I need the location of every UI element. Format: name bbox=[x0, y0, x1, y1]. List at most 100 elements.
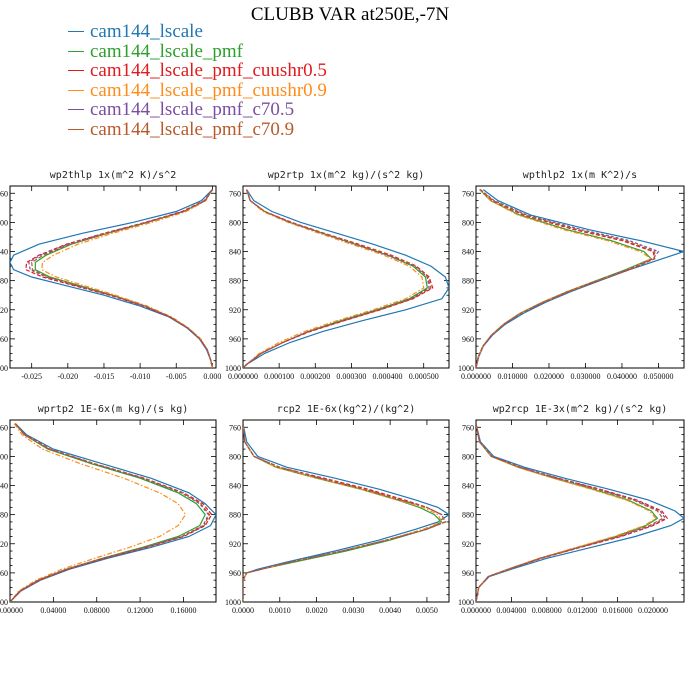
y-tick-label: 800 bbox=[0, 218, 8, 227]
legend-label: cam144_lscale_pmf_cuushr0.9 bbox=[90, 79, 327, 101]
x-tick-label: 0.050000 bbox=[643, 372, 673, 381]
y-tick-label: 840 bbox=[462, 482, 474, 491]
x-tick-label: 0.0000 bbox=[232, 606, 254, 615]
y-tick-label: 800 bbox=[462, 452, 474, 461]
series-line bbox=[243, 189, 434, 368]
y-tick-label: 880 bbox=[0, 511, 8, 520]
legend-swatch bbox=[68, 70, 84, 72]
y-tick-label: 880 bbox=[229, 511, 241, 520]
panel-title: wp2rcp 1E-3x(m^2 kg)/(s^2 kg) bbox=[493, 404, 668, 415]
y-tick-label: 920 bbox=[0, 306, 8, 315]
x-tick-label: 0.000300 bbox=[336, 372, 366, 381]
series-line bbox=[476, 423, 664, 602]
y-tick-label: 840 bbox=[229, 248, 241, 257]
y-tick-label: 1000 bbox=[225, 598, 241, 607]
y-tick-label: 880 bbox=[462, 511, 474, 520]
x-tick-label: 0.004000 bbox=[496, 606, 526, 615]
legend-item: cam144_lscale_pmf_c70.9 bbox=[68, 120, 327, 140]
x-tick-label: 0.000400 bbox=[373, 372, 403, 381]
series-line bbox=[10, 423, 216, 602]
legend-label: cam144_lscale_pmf_cuushr0.5 bbox=[90, 60, 327, 82]
series-line bbox=[10, 423, 206, 602]
y-tick-label: 920 bbox=[229, 540, 241, 549]
x-tick-label: 0.000200 bbox=[300, 372, 330, 381]
y-tick-label: 760 bbox=[0, 189, 8, 198]
y-tick-label: 920 bbox=[229, 306, 241, 315]
y-tick-label: 760 bbox=[462, 189, 474, 198]
series-line bbox=[476, 423, 657, 602]
y-tick-label: 960 bbox=[229, 569, 241, 578]
y-tick-label: 760 bbox=[229, 423, 241, 432]
x-tick-label: -0.005 bbox=[166, 372, 187, 381]
y-tick-label: 880 bbox=[0, 277, 8, 286]
legend-item: cam144_lscale_pmf bbox=[68, 42, 327, 62]
legend-item: cam144_lscale_pmf_c70.5 bbox=[68, 100, 327, 120]
y-tick-label: 840 bbox=[0, 482, 8, 491]
y-tick-label: 1000 bbox=[0, 598, 8, 607]
legend-label: cam144_lscale bbox=[90, 21, 203, 43]
x-tick-label: 0.010000 bbox=[497, 372, 527, 381]
series-line bbox=[10, 423, 211, 602]
x-tick-label: 0.000 bbox=[203, 372, 221, 381]
x-tick-label: 0.030000 bbox=[570, 372, 600, 381]
series-line bbox=[243, 423, 447, 602]
chart-panel: rcp2 1E-6x(kg^2)/(kg^2) 760 800 840 880 920 96… bbox=[225, 404, 450, 615]
plot-frame bbox=[242, 185, 450, 369]
legend-label: cam144_lscale_pmf bbox=[90, 40, 244, 62]
x-tick-label: -0.010 bbox=[130, 372, 151, 381]
series-line bbox=[476, 189, 653, 368]
series-line bbox=[476, 189, 656, 368]
y-tick-label: 1000 bbox=[225, 364, 241, 373]
panel-title: wp2rtp 1x(m^2 kg)/(s^2 kg) bbox=[268, 170, 425, 181]
legend-swatch bbox=[68, 31, 84, 33]
y-tick-label: 960 bbox=[462, 335, 474, 344]
y-tick-label: 960 bbox=[0, 335, 8, 344]
chart-panel: wp2thlp 1x(m^2 K)/s^2 760 800 840 880 920 960 1… bbox=[0, 170, 221, 381]
figure-title: CLUBB VAR at250E,-7N bbox=[250, 4, 450, 25]
x-tick-label: 0.0010 bbox=[269, 606, 291, 615]
y-tick-label: 920 bbox=[462, 306, 474, 315]
series-line bbox=[243, 423, 447, 602]
legend-swatch bbox=[68, 89, 84, 91]
series-line bbox=[10, 423, 187, 602]
series-line bbox=[476, 423, 684, 602]
panel-title: rcp2 1E-6x(kg^2)/(kg^2) bbox=[277, 404, 415, 415]
y-tick-label: 840 bbox=[229, 482, 241, 491]
series-line bbox=[243, 189, 449, 368]
chart-panel: wp2rcp 1E-3x(m^2 kg)/(s^2 kg) 760 800 840 88… bbox=[458, 404, 685, 615]
y-tick-label: 1000 bbox=[0, 364, 8, 373]
series-line bbox=[243, 423, 443, 602]
series-line bbox=[476, 189, 684, 368]
series-line bbox=[476, 423, 669, 602]
x-tick-label: 0.16000 bbox=[170, 606, 196, 615]
x-tick-label: 0.000000 bbox=[461, 606, 491, 615]
y-tick-label: 1000 bbox=[458, 364, 474, 373]
series-line bbox=[10, 189, 213, 368]
series-line bbox=[10, 423, 210, 602]
plot-frame bbox=[475, 419, 685, 603]
y-tick-label: 760 bbox=[462, 423, 474, 432]
x-tick-label: 0.000000 bbox=[228, 372, 258, 381]
x-tick-label: 0.000100 bbox=[264, 372, 294, 381]
plot-frame bbox=[9, 419, 217, 603]
y-tick-label: 800 bbox=[462, 218, 474, 227]
plot-frame bbox=[9, 185, 217, 369]
y-tick-label: 840 bbox=[462, 248, 474, 257]
series-line bbox=[243, 189, 430, 368]
series-line bbox=[243, 423, 449, 602]
y-tick-label: 960 bbox=[0, 569, 8, 578]
y-tick-label: 800 bbox=[229, 452, 241, 461]
chart-panel: wp2rtp 1x(m^2 kg)/(s^2 kg) 760 800 840 880 92… bbox=[225, 170, 450, 381]
plot-frame bbox=[242, 419, 450, 603]
x-tick-label: 0.0040 bbox=[379, 606, 401, 615]
plot-frame bbox=[475, 185, 685, 369]
legend: cam144_lscale cam144_lscale_pmf cam144_l… bbox=[68, 22, 327, 139]
x-tick-label: 0.020000 bbox=[534, 372, 564, 381]
series-line bbox=[243, 423, 447, 602]
legend-item: cam144_lscale_pmf_cuushr0.5 bbox=[68, 61, 327, 81]
chart-panel: wpthlp2 1x(m K^2)/s 760 800 840 880 920 960 100… bbox=[458, 170, 685, 381]
panel-title: wpthlp2 1x(m K^2)/s bbox=[523, 170, 637, 181]
x-tick-label: 0.08000 bbox=[84, 606, 110, 615]
y-tick-label: 800 bbox=[0, 452, 8, 461]
legend-label: cam144_lscale_pmf_c70.9 bbox=[90, 118, 295, 140]
